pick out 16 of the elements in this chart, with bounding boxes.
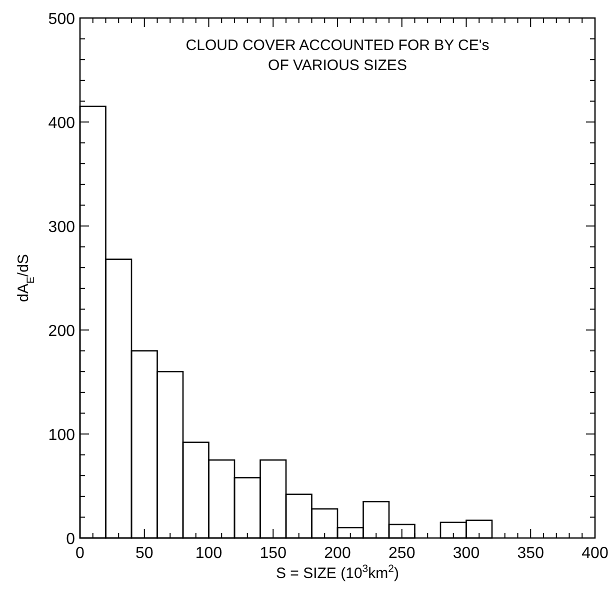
x-tick-label: 350 bbox=[517, 545, 544, 562]
y-tick-label: 500 bbox=[48, 11, 76, 28]
x-tick-label: 400 bbox=[582, 545, 608, 562]
y-tick-label: 300 bbox=[48, 219, 76, 236]
y-tick-label: 400 bbox=[48, 115, 76, 132]
y-tick-label: 0 bbox=[66, 531, 76, 548]
x-axis-title: S = SIZE (10$^{3}$km$^{2}$) bbox=[276, 563, 399, 582]
text: CLOUD COVER ACCOUNTED FOR BY CE's OF VARIOUS SIZES bbox=[186, 37, 490, 74]
y-tick-label: 100 bbox=[48, 427, 76, 444]
x-tick-label: 100 bbox=[195, 545, 222, 562]
y-tick-label: 200 bbox=[48, 323, 76, 340]
x-tick-label: 50 bbox=[135, 545, 154, 562]
x-tick-label: 300 bbox=[452, 545, 480, 562]
x-tick-label: 150 bbox=[260, 545, 287, 562]
x-tick-label: 250 bbox=[388, 545, 416, 562]
x-tick-label: 200 bbox=[324, 545, 351, 562]
